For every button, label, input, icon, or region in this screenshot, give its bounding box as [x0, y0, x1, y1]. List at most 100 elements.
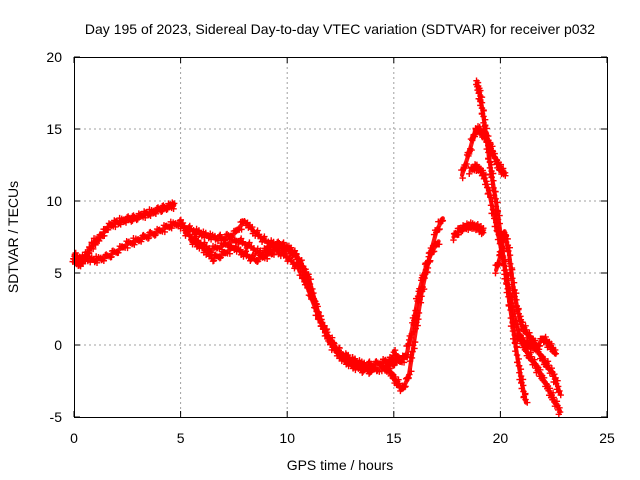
data-point — [487, 202, 495, 209]
x-axis-label: GPS time / hours — [287, 457, 394, 473]
data-point — [513, 351, 521, 359]
data-point — [323, 332, 330, 339]
data-point — [401, 382, 408, 390]
data-point — [492, 195, 499, 203]
data-point — [483, 125, 490, 132]
data-point — [511, 340, 519, 347]
data-point — [516, 369, 523, 376]
x-tick-label: 20 — [493, 430, 509, 446]
x-tick-label: 5 — [177, 430, 185, 446]
data-point — [536, 342, 544, 350]
data-point — [427, 257, 434, 264]
data-point — [107, 254, 114, 261]
data-point — [216, 254, 224, 262]
y-tick-label: -5 — [50, 409, 63, 425]
y-tick-label: 0 — [54, 337, 62, 353]
data-point — [492, 188, 499, 195]
grid-layer — [74, 57, 607, 417]
x-tick-label: 10 — [279, 430, 295, 446]
series-track-m — [514, 330, 560, 357]
data-point — [492, 269, 499, 277]
data-point — [509, 304, 516, 311]
y-tick-label: 5 — [54, 265, 62, 281]
data-point — [100, 257, 108, 264]
data-point — [490, 184, 497, 192]
data-point — [312, 312, 319, 319]
data-point — [557, 391, 564, 399]
data-point — [311, 300, 319, 307]
data-point — [486, 186, 493, 194]
data-point — [152, 210, 160, 218]
data-point — [501, 271, 508, 278]
data-point — [489, 170, 497, 177]
data-point — [510, 313, 517, 320]
x-tick-label: 0 — [70, 430, 78, 446]
data-point — [408, 330, 415, 338]
data-point — [238, 226, 245, 233]
data-point — [489, 198, 496, 205]
x-tick-label: 25 — [599, 430, 615, 446]
data-point — [295, 262, 303, 269]
data-point — [503, 277, 511, 284]
data-point — [417, 286, 424, 294]
data-point — [515, 355, 522, 363]
data-point — [512, 347, 519, 355]
data-point — [307, 292, 314, 300]
data-point — [509, 327, 517, 335]
data-point — [76, 257, 84, 264]
data-point — [509, 275, 516, 282]
data-point — [412, 307, 419, 314]
data-point — [93, 259, 101, 266]
series-layer — [69, 77, 564, 418]
data-point — [300, 274, 307, 282]
data-point — [92, 241, 99, 249]
data-point — [501, 258, 509, 265]
data-point — [490, 207, 497, 214]
data-point — [494, 199, 501, 206]
data-point — [103, 226, 111, 234]
y-tick-label: 10 — [46, 193, 62, 209]
data-point — [95, 237, 103, 245]
data-point — [506, 251, 514, 259]
data-point — [468, 146, 475, 154]
data-point — [404, 351, 412, 359]
data-point — [304, 284, 311, 292]
x-tick-label: 15 — [386, 430, 402, 446]
data-point — [507, 270, 514, 278]
data-point — [302, 278, 310, 285]
data-point — [253, 258, 261, 265]
data-point — [370, 365, 377, 373]
axes-layer: 0 5 10 15 20 25 -5 0 5 10 15 20 — [46, 49, 615, 446]
data-point — [366, 369, 374, 376]
data-point — [524, 399, 531, 406]
data-point — [510, 279, 518, 286]
data-point — [504, 285, 511, 293]
data-point — [488, 181, 496, 188]
data-point — [128, 218, 135, 225]
data-point — [487, 194, 494, 201]
data-point — [318, 319, 326, 326]
data-point — [502, 266, 509, 274]
data-point — [492, 211, 499, 218]
data-point — [483, 178, 490, 185]
data-point — [414, 322, 421, 329]
data-point — [491, 215, 498, 222]
data-point — [324, 328, 331, 336]
y-axis-label: SDTVAR / TECUs — [5, 181, 21, 293]
data-point — [131, 241, 138, 248]
data-point — [243, 244, 251, 252]
data-point — [301, 281, 309, 288]
data-point — [485, 142, 492, 149]
data-point — [226, 250, 234, 257]
data-point — [463, 160, 470, 168]
data-point — [359, 369, 366, 376]
data-point — [502, 172, 509, 179]
data-point — [325, 335, 332, 343]
data-point — [483, 145, 490, 153]
data-point — [459, 174, 466, 182]
data-point — [491, 223, 499, 230]
data-point — [144, 235, 152, 242]
data-point — [512, 289, 520, 297]
